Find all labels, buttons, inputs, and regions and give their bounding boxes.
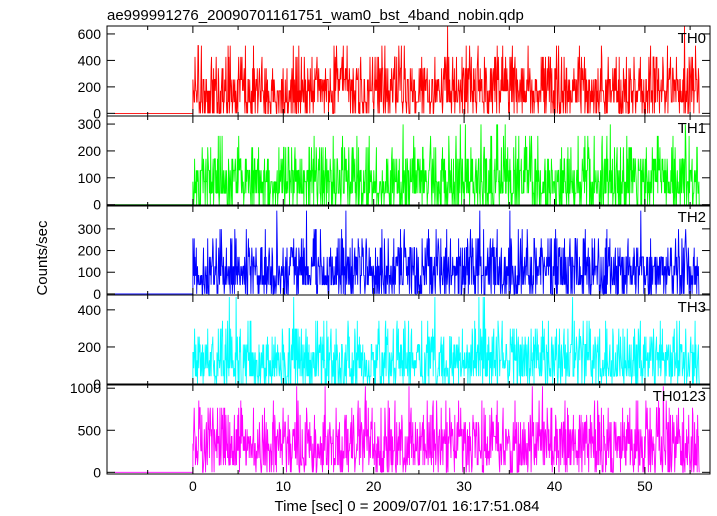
panel-frame (106, 294, 711, 386)
y-tick-label: 600 (78, 26, 102, 42)
panel-label-th1: TH1 (678, 120, 706, 137)
y-tick-label: 0 (93, 197, 101, 213)
y-tick-label: 0 (93, 464, 101, 480)
series-line-th3 (114, 296, 700, 385)
series-line-th0 (114, 25, 700, 114)
x-axis-label: Time [sec] 0 = 2009/07/01 16:17:51.084 (274, 498, 539, 515)
y-tick-label: 1000 (70, 380, 101, 396)
y-axis-label: Counts/sec (34, 220, 51, 296)
y-tick-label: 300 (78, 116, 102, 132)
panel-th3: 0 200 400 TH3 (78, 294, 711, 392)
y-tick-label: 500 (78, 422, 102, 438)
panel-frame (106, 383, 711, 475)
y-tick-label: 0 (93, 286, 101, 302)
series-line-th0123 (114, 386, 700, 473)
y-tick-label: 400 (78, 52, 102, 68)
series-line-th2 (114, 210, 700, 295)
series-line-th1 (114, 124, 700, 206)
panel-th2: 0 100 200 300 TH2 (78, 204, 711, 302)
panel-th0: 0 200 400 600 TH0 (78, 25, 711, 121)
y-tick-label: 400 (78, 302, 102, 318)
panel-label-th0123: TH0123 (653, 388, 706, 405)
x-tick-label: 0 (189, 478, 197, 494)
chart-title: ae999991276_20090701161751_wam0_bst_4ban… (107, 7, 524, 24)
panel-th0123: 0 500 1000 TH0123 (70, 380, 711, 480)
panel-label-th0: TH0 (678, 30, 706, 47)
panel-frame (106, 115, 711, 207)
y-tick-label: 200 (78, 243, 102, 259)
y-tick-label: 200 (78, 339, 102, 355)
y-tick-label: 0 (93, 376, 101, 392)
y-tick-label: 100 (78, 264, 102, 280)
y-tick-label: 200 (78, 79, 102, 95)
x-tick-label: 10 (276, 478, 292, 494)
x-tick-label: 20 (366, 478, 382, 494)
x-tick-label: 50 (637, 478, 653, 494)
x-tick-label: 40 (547, 478, 563, 494)
x-tick-label: 30 (456, 478, 472, 494)
y-tick-label: 300 (78, 221, 102, 237)
y-tick-label: 200 (78, 143, 102, 159)
y-tick-label: 0 (93, 105, 101, 121)
panel-label-th3: TH3 (678, 299, 706, 316)
panel-th1: 0 100 200 300 TH1 (78, 115, 711, 213)
panel-label-th2: TH2 (678, 209, 706, 226)
y-tick-label: 100 (78, 170, 102, 186)
